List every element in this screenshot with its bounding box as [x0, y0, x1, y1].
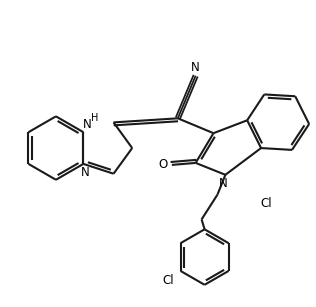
Text: N: N: [191, 61, 200, 74]
Text: Cl: Cl: [260, 197, 272, 210]
Text: Cl: Cl: [162, 274, 174, 287]
Text: N: N: [219, 177, 228, 190]
Text: N: N: [83, 118, 92, 131]
Text: H: H: [91, 113, 98, 123]
Text: N: N: [81, 166, 90, 179]
Text: O: O: [158, 158, 167, 171]
